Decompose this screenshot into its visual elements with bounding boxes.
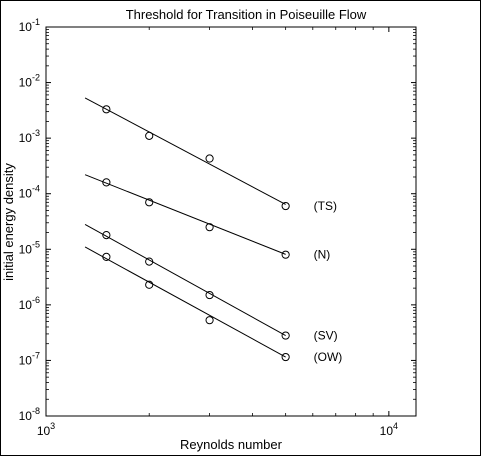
series-labels: (TS) (N) (SV) (OW) bbox=[314, 199, 343, 364]
fit-lines bbox=[84, 97, 286, 358]
plot-area bbox=[45, 26, 417, 417]
data-point bbox=[205, 154, 214, 163]
y-tick-label: 10-4 bbox=[19, 184, 40, 201]
x-tick-label: 104 bbox=[380, 421, 398, 438]
data-point bbox=[145, 280, 154, 289]
y-tick-label: 10-6 bbox=[19, 295, 40, 312]
x-tick-label: 103 bbox=[37, 421, 55, 438]
data-point bbox=[145, 131, 154, 140]
y-tick-label: 10-7 bbox=[19, 350, 40, 367]
fit-line-0 bbox=[84, 97, 286, 205]
y-axis-label: initial energy density bbox=[1, 163, 16, 281]
ticks-layer: 10-8 10-7 10-6 10-5 10-4 10-3 10-2 10-1 103 104 bbox=[19, 17, 416, 438]
data-point bbox=[205, 223, 214, 232]
y-tick-label: 10-8 bbox=[19, 406, 40, 423]
data-point bbox=[102, 230, 111, 240]
y-tick-label: 10-1 bbox=[19, 17, 40, 34]
y-tick-label: 10-3 bbox=[19, 128, 40, 145]
data-point bbox=[102, 178, 111, 187]
data-point bbox=[281, 331, 290, 340]
y-tick-label: 10-5 bbox=[19, 239, 40, 256]
data-point bbox=[281, 201, 290, 211]
data-point bbox=[102, 105, 111, 114]
data-point bbox=[102, 252, 111, 261]
series-label: (TS) bbox=[314, 199, 337, 213]
data-markers bbox=[102, 105, 290, 362]
data-point bbox=[145, 198, 154, 207]
fit-line-1 bbox=[84, 174, 286, 255]
data-point bbox=[281, 352, 290, 362]
data-point bbox=[205, 316, 214, 325]
series-label: (OW) bbox=[314, 350, 343, 364]
fit-line-3 bbox=[84, 246, 286, 358]
fit-line-2 bbox=[84, 223, 286, 337]
series-label: (N) bbox=[314, 248, 331, 262]
data-point bbox=[145, 257, 154, 266]
data-point bbox=[281, 250, 290, 259]
x-axis-label: Reynolds number bbox=[180, 437, 283, 452]
y-tick-label: 10-2 bbox=[19, 73, 40, 90]
chart-title: Threshold for Transition in Poiseuille F… bbox=[126, 7, 367, 22]
series-label: (SV) bbox=[314, 329, 338, 343]
data-point bbox=[205, 290, 214, 300]
